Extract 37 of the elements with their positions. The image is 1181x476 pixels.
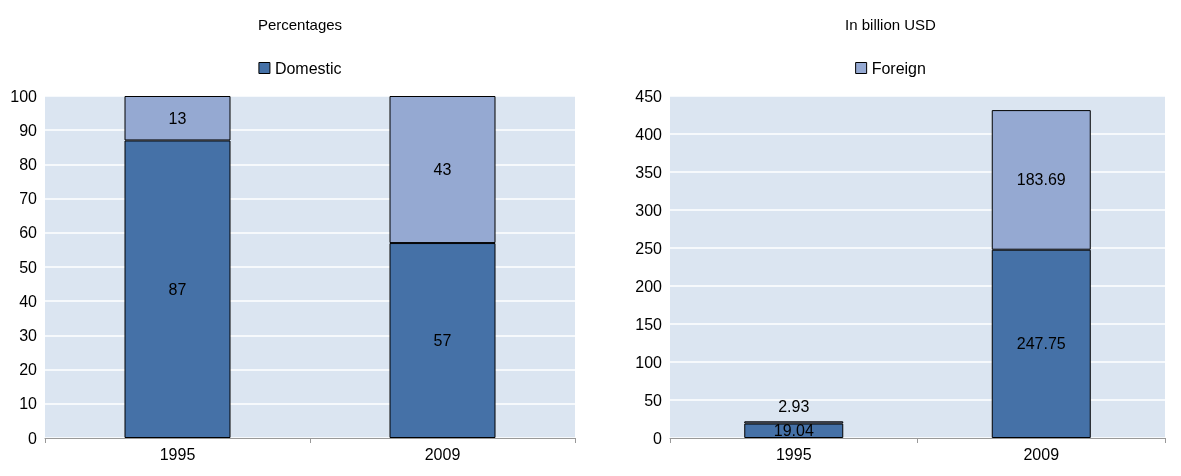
y-tick-label: 50: [644, 391, 663, 409]
y-tick-label: 400: [635, 125, 663, 143]
y-tick-label: 100: [635, 353, 663, 371]
y-tick-label: 100: [10, 87, 38, 105]
chart-title: In billion USD: [845, 16, 937, 33]
y-tick-label: 0: [653, 429, 663, 447]
y-tick-label: 20: [19, 361, 38, 379]
data-label: 19.04: [773, 422, 814, 440]
y-tick-label: 0: [28, 429, 38, 447]
y-tick-label: 200: [635, 277, 663, 295]
y-tick-label: 150: [635, 315, 663, 333]
data-label: 183.69: [1016, 171, 1066, 189]
legend-label: Domestic: [274, 59, 342, 77]
y-tick-label: 300: [635, 201, 663, 219]
legend-label: Foreign: [871, 59, 926, 77]
x-tick-label: 2009: [424, 445, 461, 463]
y-tick-label: 90: [19, 121, 38, 139]
chart-title: Percentages: [257, 16, 343, 33]
x-tick-label: 2009: [1023, 445, 1060, 463]
y-tick-label: 50: [19, 258, 38, 276]
data-label: 43: [433, 161, 452, 179]
y-tick-label: 70: [19, 190, 38, 208]
data-label: 87: [168, 280, 187, 298]
y-tick-label: 30: [19, 326, 38, 344]
y-tick-label: 10: [19, 395, 38, 413]
y-tick-label: 450: [635, 87, 663, 105]
y-tick-label: 40: [19, 292, 38, 310]
x-tick-label: 1995: [159, 445, 196, 463]
y-tick-label: 60: [19, 224, 38, 242]
data-label: 247.75: [1016, 335, 1066, 353]
y-tick-label: 250: [635, 239, 663, 257]
data-label: 2.93: [778, 397, 810, 415]
y-tick-label: 80: [19, 155, 38, 173]
y-tick-label: 350: [635, 163, 663, 181]
x-tick-label: 1995: [775, 445, 812, 463]
data-label: 57: [433, 332, 452, 350]
data-label: 13: [168, 109, 187, 127]
